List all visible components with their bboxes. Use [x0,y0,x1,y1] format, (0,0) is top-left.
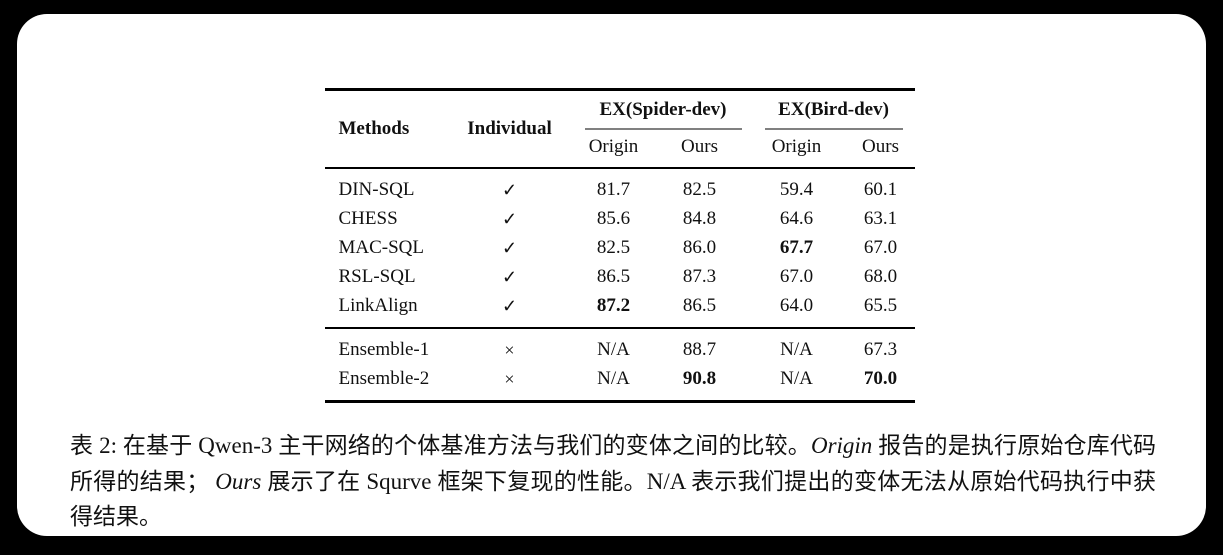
value-cell: 67.0 [863,237,898,258]
individual-cell: × [504,339,515,360]
value-cell: 67.7 [779,237,814,258]
table-caption: 表 2: 在基于 Qwen-3 主干网络的个体基准方法与我们的变体之间的比较。O… [70,428,1156,535]
method-cell: DIN-SQL [338,179,415,200]
value-cell: 88.7 [682,339,717,360]
caption-text: 报告的是执行原始仓库代码所得的结果； [70,433,1156,494]
table-row: Ensemble-2 × N/A 90.8 N/A 70.0 [325,365,915,402]
caption-term-origin: Origin [810,433,873,458]
header-group-spider-label: EX(Spider-dev) [599,99,727,120]
value-cell: 86.5 [682,295,717,316]
value-cell: 86.5 [596,266,631,287]
subheader-bird-origin: Origin [771,136,822,157]
header-individual: Individual [467,117,552,139]
paper-page: Methods Individual EX(Spider-dev) EX(Bir… [17,14,1206,536]
ensemble-methods-section: Ensemble-1 × N/A 88.7 N/A 67.3 Ensemble-… [324,328,915,402]
individual-cell: ✓ [501,208,518,229]
value-cell: 87.2 [596,295,631,316]
individual-methods-section: DIN-SQL ✓ 81.7 82.5 59.4 60.1 CHESS ✓ 85… [325,168,915,328]
value-cell: 85.6 [596,208,631,229]
value-cell: 68.0 [863,266,898,287]
table-row: CHESS ✓ 85.6 84.8 64.6 63.1 [325,205,915,234]
subheader-spider-ours: Ours [681,136,718,157]
method-cell: LinkAlign [338,295,418,316]
individual-cell: ✓ [501,295,518,316]
header-group-bird: EX(Bird-dev) [747,90,915,130]
value-cell: 60.1 [863,179,898,200]
table-row: LinkAlign ✓ 87.2 86.5 64.0 65.5 [325,292,915,328]
subheader-bird-ours: Ours [862,136,899,157]
bird-group-underline: EX(Bird-dev) [764,99,903,130]
value-cell: 84.8 [682,208,717,229]
value-cell: 90.8 [682,368,717,389]
value-cell: N/A [597,339,630,360]
individual-cell: ✓ [501,179,518,200]
value-cell: N/A [597,368,630,389]
value-cell: 70.0 [863,368,898,389]
header-group-spider: EX(Spider-dev) [575,90,747,130]
table-row: Ensemble-1 × N/A 88.7 N/A 67.3 [325,328,915,365]
method-cell: CHESS [338,208,398,229]
value-cell: 64.6 [779,208,814,229]
spider-group-underline: EX(Spider-dev) [584,99,742,130]
method-cell: RSL-SQL [338,266,416,287]
value-cell: N/A [780,339,813,360]
value-cell: 81.7 [596,179,631,200]
subheader-spider-origin: Origin [588,136,639,157]
value-cell: N/A [780,368,813,389]
value-cell: 63.1 [863,208,898,229]
caption-term-ours: Ours [215,468,262,494]
individual-cell: ✓ [501,266,518,287]
value-cell: 64.0 [779,295,814,316]
header-group-bird-label: EX(Bird-dev) [778,99,889,120]
method-cell: Ensemble-1 [338,339,430,360]
value-cell: 59.4 [779,179,814,200]
table-row: RSL-SQL ✓ 86.5 87.3 67.0 68.0 [325,263,915,292]
group-header-row: Methods Individual EX(Spider-dev) EX(Bir… [325,90,915,139]
value-cell: 86.0 [682,237,717,258]
value-cell: 82.5 [596,237,631,258]
individual-cell: ✓ [501,237,518,258]
table-row: DIN-SQL ✓ 81.7 82.5 59.4 60.1 [325,168,915,205]
results-table-container: Methods Individual EX(Spider-dev) EX(Bir… [324,88,915,403]
results-table: Methods Individual EX(Spider-dev) EX(Bir… [324,88,915,403]
header-methods: Methods [338,117,410,139]
table-header: Methods Individual EX(Spider-dev) EX(Bir… [324,89,915,168]
value-cell: 87.3 [682,266,717,287]
method-cell: Ensemble-2 [338,368,430,389]
value-cell: 67.3 [863,339,898,360]
method-cell: MAC-SQL [338,237,425,258]
individual-cell: × [504,368,515,389]
table-row: MAC-SQL ✓ 82.5 86.0 67.7 67.0 [325,234,915,263]
value-cell: 82.5 [682,179,717,200]
caption-text: 表 2: 在基于 Qwen-3 主干网络的个体基准方法与我们的变体之间的比较。 [70,433,811,458]
value-cell: 67.0 [779,266,814,287]
sub-header-row: Origin Ours Origin Ours [325,130,915,168]
caption-text: 展示了在 Squrve 框架下复现的性能。N/A 表示我们提出的变体无法从原始代… [70,468,1157,530]
value-cell: 65.5 [863,295,898,316]
